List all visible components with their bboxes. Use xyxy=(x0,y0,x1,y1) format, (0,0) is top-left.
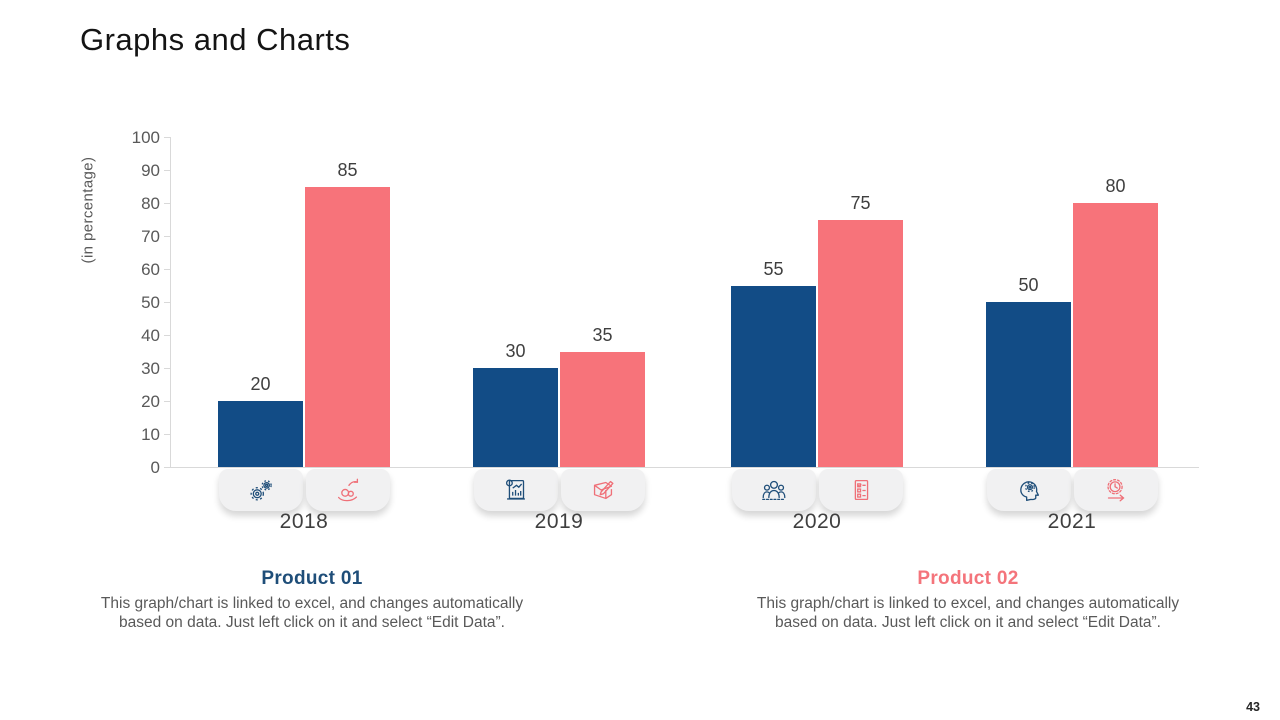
y-tick-mark xyxy=(164,368,171,369)
bar-value-label: 20 xyxy=(250,374,271,394)
y-tick-label: 80 xyxy=(141,194,160,213)
caption-product-02: Product 02 This graph/chart is linked to… xyxy=(753,568,1183,633)
y-tick-mark xyxy=(164,203,171,204)
mind-gear-icon xyxy=(1014,475,1044,505)
slide-title: Graphs and Charts xyxy=(80,22,351,57)
x-category-label-2018: 2018 xyxy=(279,510,329,533)
x-category-label-2021: 2021 xyxy=(1047,510,1097,533)
bar-product-02-2021[interactable] xyxy=(1073,203,1158,467)
bar-value-label: 35 xyxy=(592,324,613,345)
checklist-icon xyxy=(846,475,876,505)
bar-value-label: 75 xyxy=(850,192,871,213)
y-tick-label: 30 xyxy=(141,359,160,378)
icon-badge-2018-1 xyxy=(218,469,303,511)
profit-hand-icon xyxy=(333,475,363,505)
caption-product-02-body: This graph/chart is linked to excel, and… xyxy=(756,595,1180,632)
y-tick-label: 100 xyxy=(131,128,160,147)
bar-product-01-2019[interactable] xyxy=(473,368,558,467)
icon-badge-2021-1 xyxy=(986,469,1071,511)
icon-badge-2019-1 xyxy=(473,469,558,511)
gears-icon xyxy=(246,475,276,505)
icon-badge-2021-2 xyxy=(1073,469,1158,511)
icon-badge-2019-2 xyxy=(560,469,645,511)
bar-product-01-2018[interactable] xyxy=(218,401,303,467)
caption-product-01-heading: Product 01 xyxy=(261,568,363,589)
y-tick-label: 20 xyxy=(141,392,160,411)
y-tick-label: 90 xyxy=(141,161,160,180)
y-tick-mark xyxy=(164,137,171,138)
caption-product-02-heading: Product 02 xyxy=(917,568,1019,589)
y-axis-title: (in percentage) xyxy=(79,156,97,264)
bar-value-label: 55 xyxy=(763,258,784,279)
caption-product-01-body: This graph/chart is linked to excel, and… xyxy=(100,595,524,632)
x-category-label-2019: 2019 xyxy=(534,510,584,533)
time-process-icon xyxy=(1101,475,1131,505)
y-tick-mark xyxy=(164,401,171,402)
y-tick-mark xyxy=(164,236,171,237)
y-tick-mark xyxy=(164,434,171,435)
caption-product-01: Product 01 This graph/chart is linked to… xyxy=(97,568,527,633)
y-tick-mark xyxy=(164,269,171,270)
bar-value-label: 85 xyxy=(337,159,358,180)
y-tick-label: 10 xyxy=(141,425,160,444)
bar-chart[interactable]: 20 85 2018 30 35 2019 55 75 2020 50 80 2021 xyxy=(170,137,1200,533)
y-tick-label: 70 xyxy=(141,227,160,246)
page-number: 43 xyxy=(1246,700,1260,714)
bar-product-02-2020[interactable] xyxy=(818,219,903,467)
bar-product-02-2018[interactable] xyxy=(305,186,390,467)
x-category-label-2020: 2020 xyxy=(792,510,842,533)
icon-badge-2020-2 xyxy=(818,469,903,511)
y-tick-label: 50 xyxy=(141,293,160,312)
y-tick-mark xyxy=(164,467,171,468)
y-axis-line xyxy=(170,137,171,468)
y-tick-label: 40 xyxy=(141,326,160,345)
financial-report-icon xyxy=(501,475,531,505)
bar-value-label: 30 xyxy=(505,341,526,361)
icon-badge-2018-2 xyxy=(305,469,390,511)
y-tick-mark xyxy=(164,170,171,171)
bar-product-01-2020[interactable] xyxy=(731,285,816,467)
y-tick-label: 0 xyxy=(150,458,160,477)
sketch-edit-icon xyxy=(588,475,618,505)
y-tick-label: 60 xyxy=(141,260,160,279)
y-tick-mark xyxy=(164,335,171,336)
bar-value-label: 50 xyxy=(1018,275,1039,295)
bar-product-01-2021[interactable] xyxy=(986,302,1071,467)
bar-value-label: 80 xyxy=(1105,176,1126,196)
icon-badge-2020-1 xyxy=(731,469,816,511)
bar-product-02-2019[interactable] xyxy=(560,351,645,467)
x-axis-line xyxy=(170,467,1199,468)
team-icon xyxy=(759,475,789,505)
y-tick-mark xyxy=(164,302,171,303)
